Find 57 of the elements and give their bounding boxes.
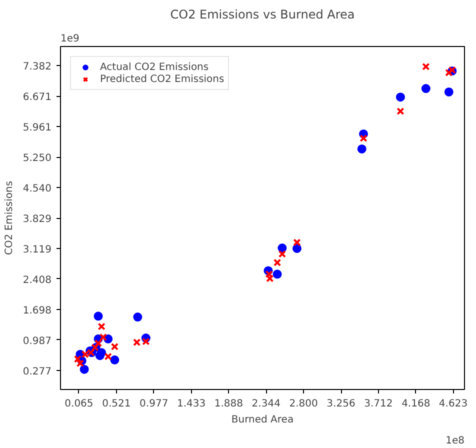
x-tick-label: 2.344 bbox=[252, 398, 280, 410]
point bbox=[278, 244, 287, 253]
y-tick-label: 0.277 bbox=[22, 366, 52, 378]
point bbox=[99, 333, 108, 342]
y-tick-label: 0.987 bbox=[22, 336, 52, 347]
point bbox=[273, 258, 282, 266]
y-tick-label: 5.961 bbox=[22, 122, 52, 134]
legend-label: Actual CO2 Emissions bbox=[100, 61, 209, 73]
x-axis-title: Burned Area bbox=[231, 414, 294, 426]
x-tick-label: 2.800 bbox=[289, 398, 318, 410]
point bbox=[80, 364, 89, 374]
x-tick-label: 0.521 bbox=[102, 398, 131, 410]
point bbox=[98, 322, 106, 330]
y-axis-title: CO2 Emissions bbox=[4, 180, 15, 256]
point bbox=[265, 270, 273, 278]
x-tick-label: 0.065 bbox=[64, 398, 94, 410]
text: 1e8 bbox=[446, 436, 465, 446]
point bbox=[74, 355, 82, 363]
point bbox=[421, 84, 430, 94]
legend-label: Predicted CO2 Emissions bbox=[100, 73, 224, 85]
point bbox=[133, 312, 142, 322]
point bbox=[110, 342, 119, 350]
x-tick-label: 1.888 bbox=[214, 398, 243, 410]
point bbox=[360, 134, 368, 142]
point bbox=[292, 244, 302, 253]
point bbox=[444, 87, 454, 96]
point bbox=[76, 360, 84, 368]
x-tick-label: 4.623 bbox=[438, 398, 468, 410]
point bbox=[396, 107, 404, 116]
point bbox=[94, 339, 102, 348]
y-tick-label: 2.408 bbox=[22, 274, 52, 286]
point bbox=[293, 238, 301, 246]
y-tick-label: 6.671 bbox=[22, 92, 52, 104]
y-tick-label: 7.382 bbox=[22, 62, 52, 73]
x-tick-label: 3.712 bbox=[364, 398, 393, 410]
point bbox=[266, 274, 274, 282]
y-tick-label: 5.250 bbox=[22, 153, 52, 164]
point bbox=[272, 270, 282, 279]
y-tick-label: 4.540 bbox=[22, 184, 52, 195]
x-tick-label: 3.256 bbox=[326, 398, 356, 410]
point bbox=[445, 68, 453, 76]
x-tick-label: 4.168 bbox=[402, 398, 430, 410]
chart-title: CO2 Emissions vs Burned Area bbox=[170, 8, 355, 22]
x-tick-label: 1.433 bbox=[176, 398, 206, 410]
x-tick-label: 0.977 bbox=[140, 398, 168, 410]
point bbox=[110, 355, 120, 364]
y-tick-label: 3.829 bbox=[22, 214, 52, 226]
point bbox=[95, 351, 104, 360]
y-tick-label: 3.119 bbox=[22, 244, 52, 256]
text: 1e9 bbox=[60, 34, 80, 44]
y-tick-label: 1.698 bbox=[22, 305, 52, 316]
point bbox=[104, 352, 112, 360]
point bbox=[396, 92, 405, 102]
point bbox=[278, 250, 286, 258]
point bbox=[94, 312, 103, 321]
point bbox=[422, 62, 430, 70]
point bbox=[357, 144, 366, 154]
